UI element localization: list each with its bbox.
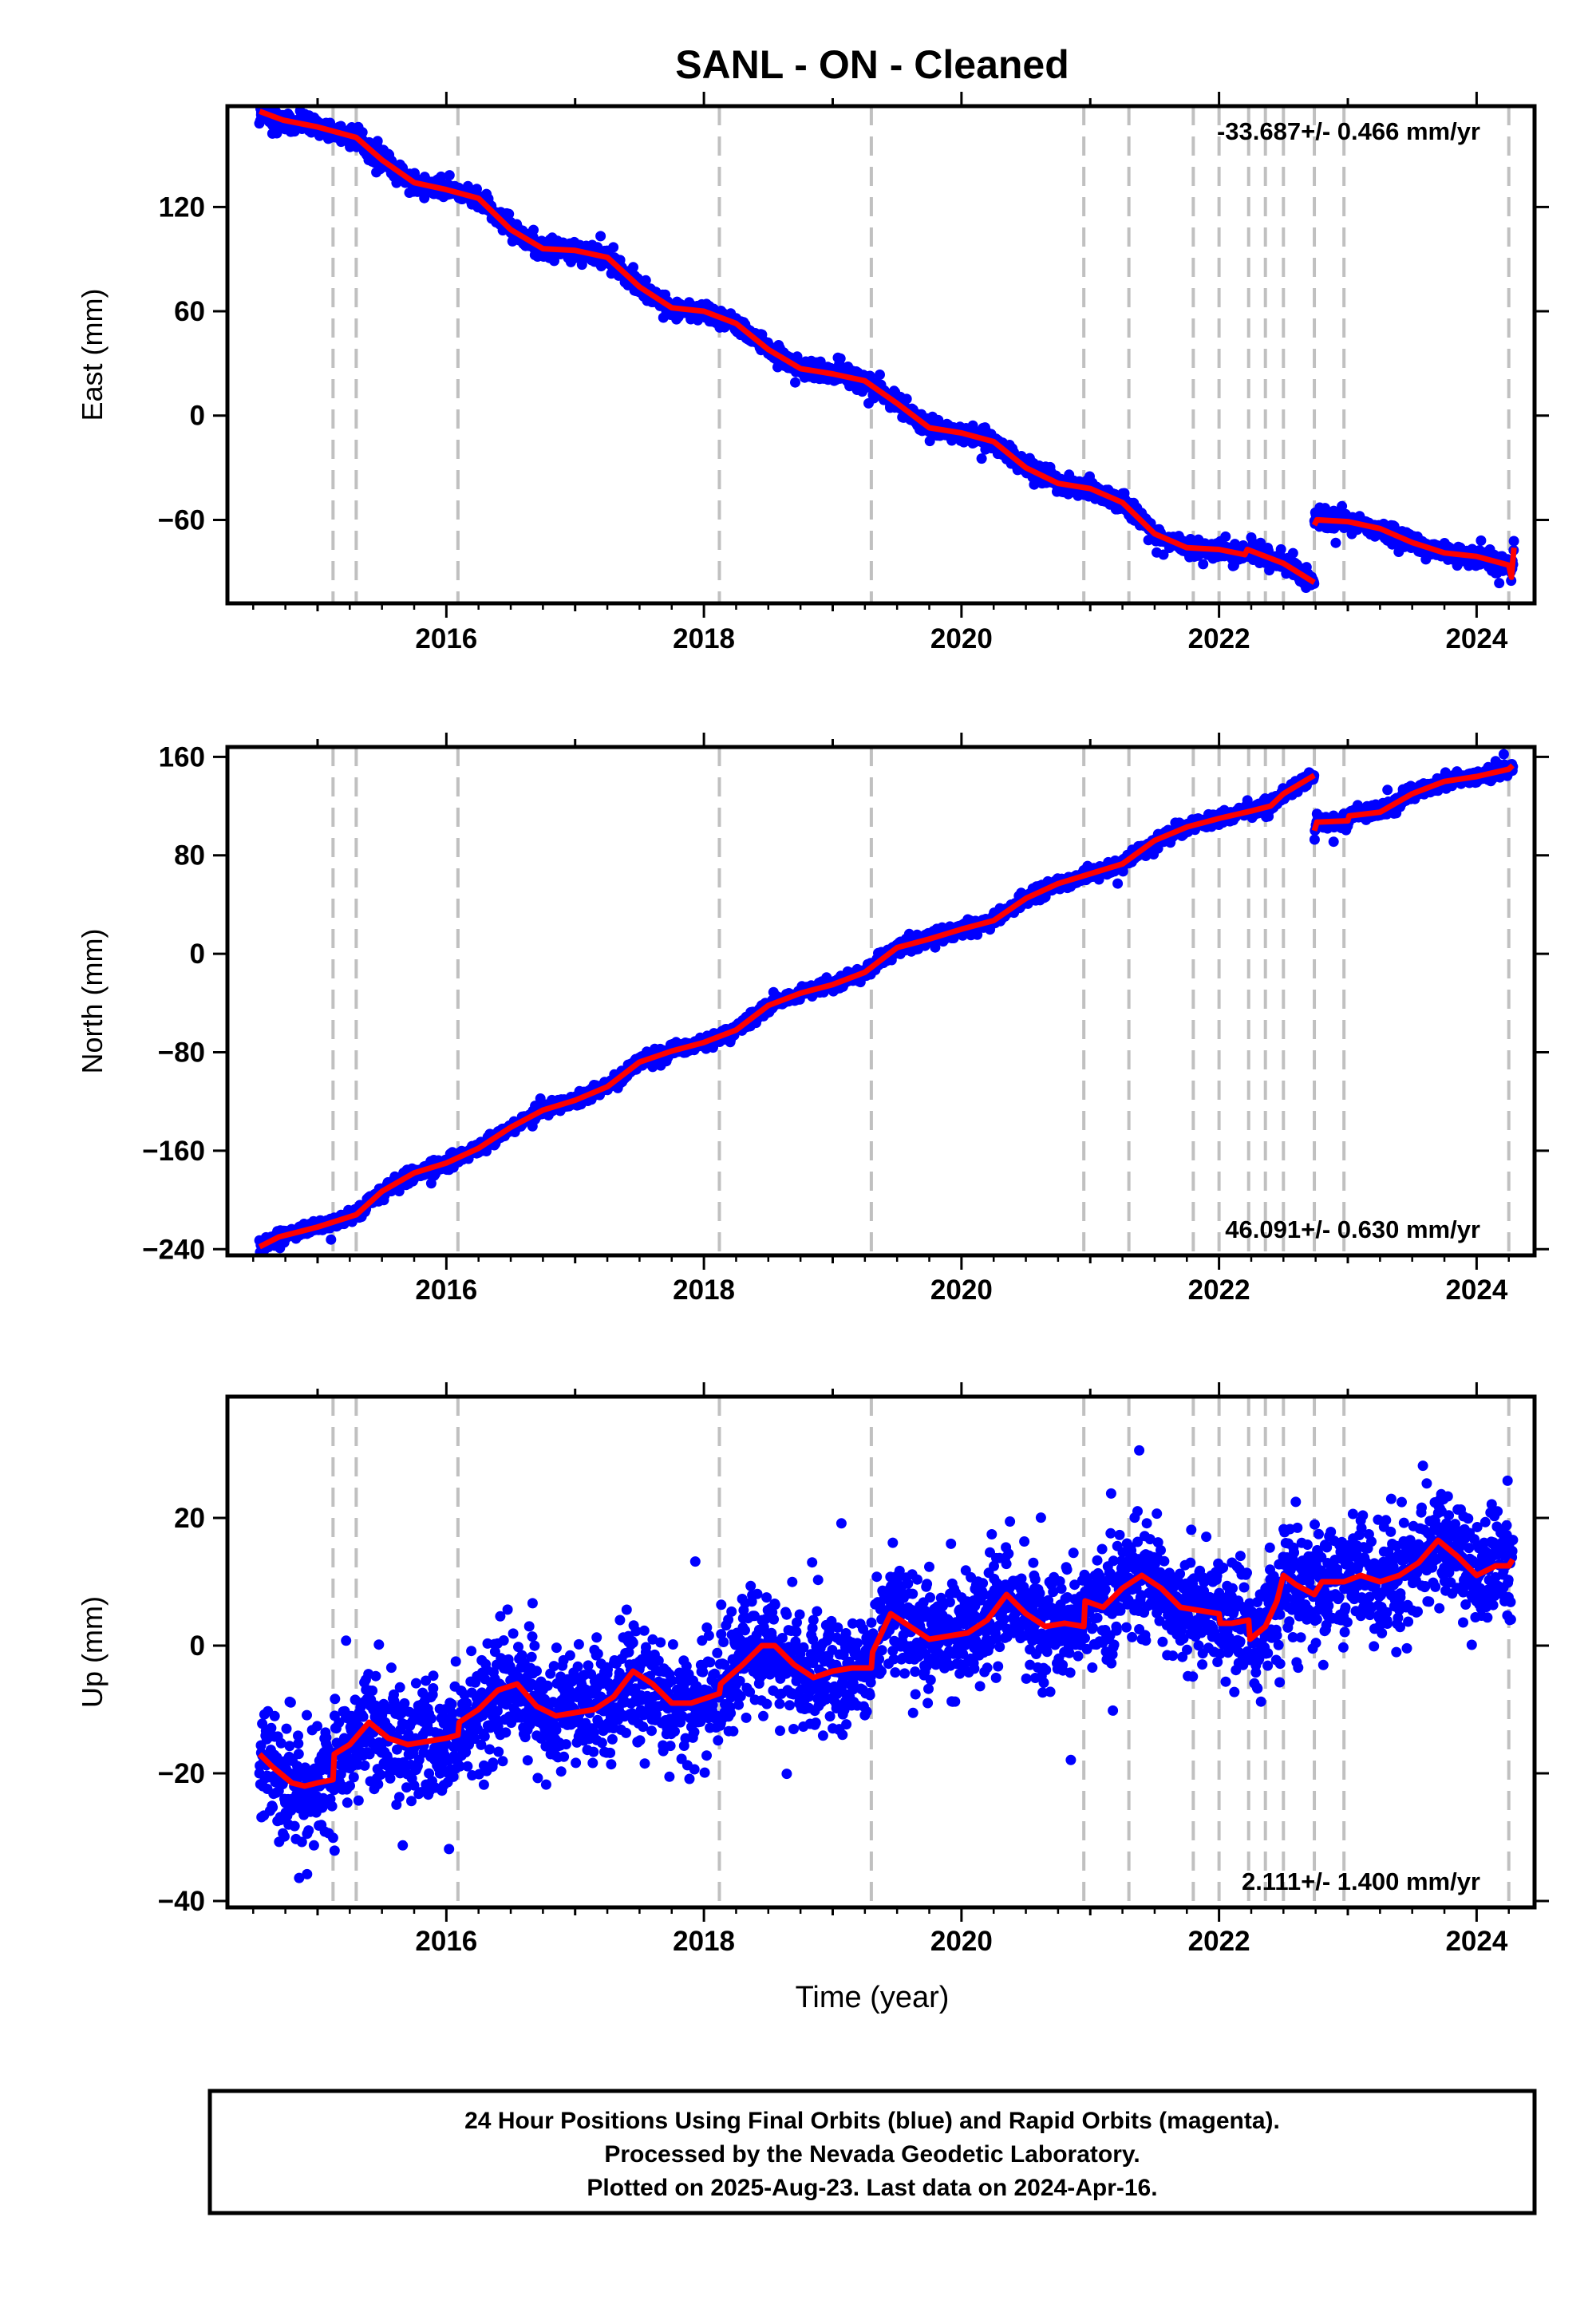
north-panel: 2016 2018 2020 2022 2024−240−160−80080160Nor…	[76, 733, 1549, 1306]
east-panel: 2016 2018 2020 2022 2024 −60 0 60 120 East (mm) -3…	[76, 92, 1549, 654]
data-point	[326, 1234, 337, 1245]
data-point	[835, 353, 846, 364]
data-point	[576, 259, 587, 271]
data-point	[1158, 549, 1169, 560]
y-tick-label: −60	[158, 504, 205, 536]
x-tick-label: 2024	[1445, 623, 1507, 654]
data-point	[1508, 536, 1519, 547]
data-points	[254, 106, 1519, 593]
model-line	[259, 109, 1316, 585]
data-point	[924, 436, 935, 447]
data-point	[1330, 537, 1341, 548]
data-point	[595, 231, 606, 242]
data-point	[972, 929, 983, 940]
data-point	[1275, 543, 1286, 555]
x-tick-label: 2016	[415, 623, 477, 654]
data-point	[1198, 559, 1209, 570]
data-point	[640, 275, 651, 286]
data-point	[1476, 535, 1487, 546]
x-tick-label: 2022	[1188, 623, 1250, 654]
rate-label: -33.687+/- 0.466 mm/yr	[1217, 117, 1480, 145]
data-point	[1112, 878, 1124, 889]
data-point	[976, 453, 987, 464]
model-line-segment-2	[1311, 516, 1517, 580]
data-point	[504, 208, 515, 219]
data-point	[608, 242, 619, 253]
data-point	[628, 262, 638, 273]
x-tick-label: 2018	[673, 623, 735, 654]
data-point	[528, 224, 539, 235]
y-axis-label: East (mm)	[76, 289, 109, 421]
data-point	[1494, 578, 1505, 589]
y-tick-label: 0	[190, 401, 205, 432]
data-point	[1220, 531, 1231, 542]
data-points	[254, 749, 1519, 1255]
data-point	[1337, 500, 1348, 512]
data-point	[444, 170, 455, 181]
plot-frame	[225, 104, 1537, 606]
data-point	[790, 377, 800, 388]
offset-epoch-lines	[331, 106, 1511, 603]
x-tick-label: 2020	[930, 623, 993, 654]
data-point	[357, 127, 368, 138]
data-point	[901, 393, 912, 405]
y-tick-label: 120	[159, 192, 205, 223]
figure-title: SANL - ON - Cleaned	[675, 42, 1069, 87]
data-point	[1287, 547, 1298, 559]
y-tick-label: 60	[174, 296, 205, 327]
offset-epoch-lines	[331, 747, 1511, 1255]
data-point	[372, 136, 383, 147]
data-point	[875, 370, 885, 380]
